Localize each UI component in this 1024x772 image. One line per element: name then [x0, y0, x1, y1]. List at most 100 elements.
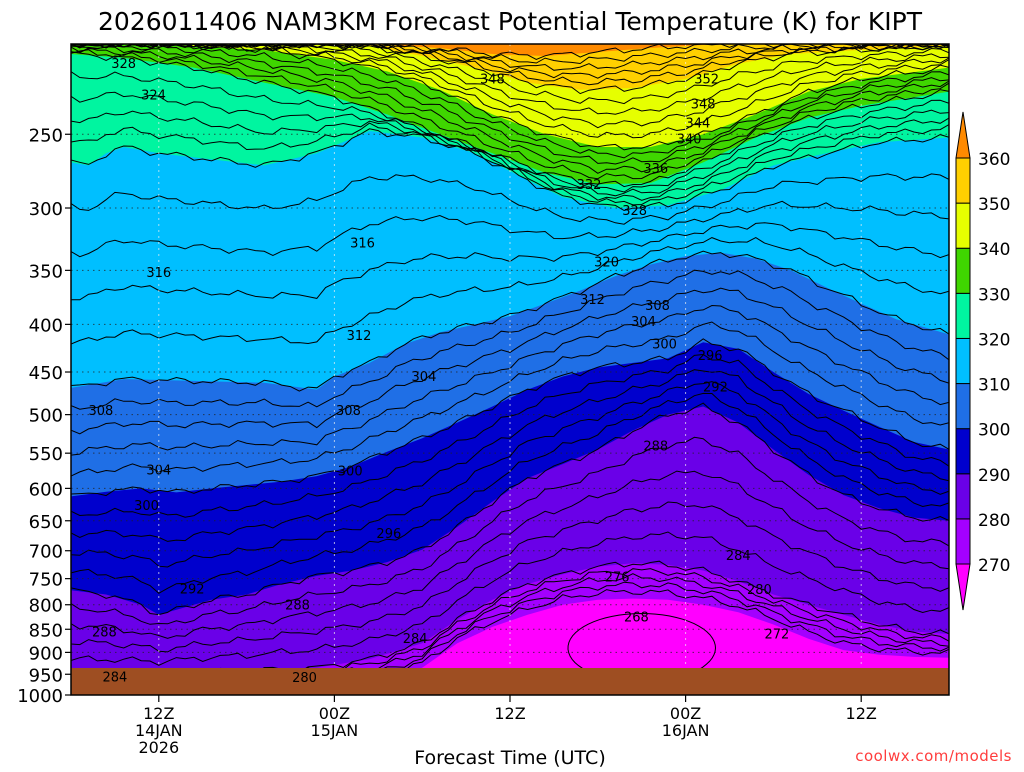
plot-area: 328 324 348 352 348 344 340 336 332 328 316 316 320 3… — [71, 44, 949, 695]
contour-label-text: 292 — [703, 381, 728, 396]
contour-label: 268 — [624, 611, 649, 626]
contour-label: 348 — [691, 98, 716, 113]
contour-label: 336 — [643, 162, 668, 177]
contour-label: 308 — [645, 299, 670, 314]
x-tick-label: 14JAN — [135, 721, 183, 740]
contour-label: 280 — [747, 583, 772, 598]
contour-line — [71, 200, 949, 258]
colorbar-segment — [955, 337, 971, 385]
contour-label-text: 288 — [285, 599, 310, 614]
contour-label: 276 — [605, 571, 630, 586]
contour-label: 304 — [631, 315, 656, 330]
contour-label: 284 — [726, 549, 751, 564]
contour-line — [71, 44, 949, 151]
contour-label: 312 — [347, 329, 372, 344]
contour-label-text: 288 — [643, 439, 668, 454]
y-tick-label: 250 — [29, 125, 63, 146]
x-axis-label: Forecast Time (UTC) — [414, 747, 605, 768]
x-tick-label: 12Z — [494, 704, 525, 723]
contour-label-text: 304 — [412, 370, 437, 385]
contour-label-text: 280 — [747, 583, 772, 598]
contour-label-text: 280 — [292, 671, 317, 686]
contour-labels: 328 324 348 352 348 344 340 336 332 328 316 316 320 3… — [88, 57, 789, 686]
y-tick-label: 400 — [29, 315, 63, 336]
contour-label: 300 — [134, 499, 159, 514]
contour-label: 296 — [376, 527, 401, 542]
contour-label: 296 — [698, 349, 723, 364]
contour-label: 288 — [285, 599, 310, 614]
contour-label: 308 — [336, 404, 361, 419]
contour-label-text: 312 — [347, 329, 372, 344]
contour-label: 304 — [412, 370, 437, 385]
contour-label-text: 316 — [350, 236, 375, 251]
colorbar-label: 330 — [978, 285, 1010, 305]
colorbar-segment — [955, 428, 971, 475]
contour-label-text: 308 — [336, 404, 361, 419]
y-tick-label: 500 — [29, 406, 63, 427]
contour-label-text: 320 — [594, 256, 619, 271]
contour-label-text: 292 — [180, 582, 205, 597]
colorbar-segment — [955, 157, 971, 204]
y-tick-label: 650 — [29, 512, 63, 533]
contour-label-text: 300 — [652, 338, 677, 353]
y-tick-label: 700 — [29, 542, 63, 563]
contour-label-text: 304 — [631, 315, 656, 330]
contour-label-text: 328 — [111, 57, 136, 72]
contour-line — [71, 531, 949, 666]
x-tick-label: 00Z — [670, 704, 701, 723]
x-tick-label: 2026 — [138, 738, 179, 757]
contour-line — [71, 71, 949, 193]
contour-label: 340 — [677, 133, 702, 148]
colorbar-segment — [955, 202, 971, 249]
contour-label: 332 — [577, 178, 602, 193]
contour-label: 324 — [141, 89, 166, 104]
colorbar-segment — [955, 473, 971, 520]
contour-label: 292 — [703, 381, 728, 396]
contour-label-text: 308 — [88, 404, 113, 419]
contour-label-text: 312 — [580, 293, 605, 308]
contour-label: 352 — [694, 72, 719, 87]
contour-label: 312 — [580, 293, 605, 308]
contour-label-text: 328 — [622, 204, 647, 219]
contour-label-text: 352 — [694, 72, 719, 87]
colorbar-segment — [955, 518, 971, 565]
contour-line — [71, 128, 949, 212]
contour-line — [71, 436, 949, 625]
chart-title: 2026011406 NAM3KM Forecast Potential Tem… — [98, 7, 923, 36]
contour-label-text: 348 — [480, 72, 505, 87]
colorbar-label: 270 — [978, 556, 1010, 576]
y-tick-label: 900 — [29, 643, 63, 664]
contour-label-text: 344 — [685, 116, 710, 131]
y-tick-label: 950 — [29, 665, 63, 686]
colorbar-label: 310 — [978, 376, 1010, 396]
colorbar-label: 290 — [978, 466, 1010, 486]
contour-label-text: 348 — [691, 98, 716, 113]
colorbar-label: 280 — [978, 511, 1010, 531]
colorbar-segment — [955, 247, 971, 294]
contour-label: 344 — [685, 116, 710, 131]
y-tick-label: 600 — [29, 479, 63, 500]
contour-label: 316 — [350, 236, 375, 251]
y-tick-label: 350 — [29, 261, 63, 282]
contour-label: 284 — [403, 632, 428, 647]
y-tick-label: 450 — [29, 363, 63, 384]
contour-label: 288 — [92, 626, 117, 641]
y-tick-label: 850 — [29, 620, 63, 641]
y-tick-label: 800 — [29, 596, 63, 617]
contour-line — [71, 287, 949, 435]
contour-label-text: 284 — [726, 549, 751, 564]
contour-label: 320 — [594, 256, 619, 271]
contour-line — [71, 250, 949, 392]
y-tick-label: 550 — [29, 444, 63, 465]
y-tick-label: 750 — [29, 570, 63, 591]
contour-line — [71, 470, 949, 639]
contour-line — [71, 91, 949, 197]
contour-label: 280 — [292, 671, 317, 686]
contour-label-text: 336 — [643, 162, 668, 177]
contour-line — [71, 44, 949, 129]
credit-text: coolwx.com/models — [855, 747, 1012, 765]
y-tick-label: 300 — [29, 199, 63, 220]
